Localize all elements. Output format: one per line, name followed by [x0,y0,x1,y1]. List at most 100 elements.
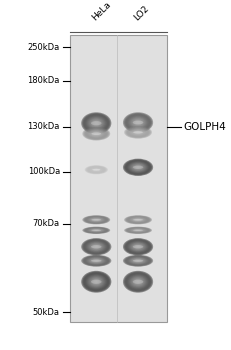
Ellipse shape [130,129,145,136]
Ellipse shape [132,278,143,286]
Ellipse shape [127,127,148,137]
Ellipse shape [89,277,102,286]
Ellipse shape [91,280,101,284]
Ellipse shape [86,217,106,223]
Ellipse shape [94,230,98,231]
Ellipse shape [85,166,106,174]
Ellipse shape [89,167,103,172]
Ellipse shape [88,130,104,138]
Ellipse shape [87,166,105,173]
Ellipse shape [90,229,102,232]
Ellipse shape [94,260,98,261]
Ellipse shape [88,276,103,287]
Ellipse shape [125,216,150,224]
Ellipse shape [127,161,148,174]
Ellipse shape [84,128,108,140]
Ellipse shape [128,228,147,233]
Ellipse shape [131,163,144,171]
Ellipse shape [94,280,98,283]
Ellipse shape [128,275,147,289]
Ellipse shape [83,272,109,291]
Ellipse shape [83,114,109,133]
Ellipse shape [132,166,143,169]
Ellipse shape [88,243,103,251]
Ellipse shape [85,216,107,223]
Ellipse shape [125,126,150,138]
Ellipse shape [92,169,100,171]
Ellipse shape [81,271,111,293]
Ellipse shape [124,272,151,292]
Ellipse shape [86,257,106,265]
Ellipse shape [83,227,109,234]
Ellipse shape [130,117,145,128]
Ellipse shape [88,167,104,173]
Ellipse shape [130,243,145,251]
Ellipse shape [133,259,142,262]
Ellipse shape [130,228,145,232]
Ellipse shape [130,217,145,222]
Ellipse shape [91,259,100,262]
Ellipse shape [93,245,99,248]
Ellipse shape [130,258,145,264]
Ellipse shape [131,258,144,263]
Ellipse shape [93,132,99,135]
Ellipse shape [91,218,101,222]
Text: 50kDa: 50kDa [33,308,60,317]
Ellipse shape [134,245,141,248]
Ellipse shape [132,164,143,170]
Ellipse shape [84,216,108,224]
Ellipse shape [133,244,142,249]
Ellipse shape [89,217,103,222]
Ellipse shape [86,228,106,233]
Ellipse shape [132,259,143,263]
Ellipse shape [128,162,147,173]
Ellipse shape [131,130,143,135]
Ellipse shape [93,121,99,126]
Ellipse shape [92,218,100,221]
Ellipse shape [129,275,146,288]
Ellipse shape [92,229,100,231]
Ellipse shape [131,118,144,127]
Ellipse shape [128,241,147,252]
Ellipse shape [125,160,150,175]
Ellipse shape [90,168,102,172]
Ellipse shape [81,255,111,267]
Ellipse shape [86,166,106,174]
Ellipse shape [132,260,143,262]
Ellipse shape [89,229,103,232]
Ellipse shape [86,116,106,130]
Ellipse shape [87,217,105,223]
Ellipse shape [85,128,107,139]
Ellipse shape [87,257,104,264]
Ellipse shape [128,217,147,223]
Ellipse shape [91,244,100,249]
Ellipse shape [131,129,144,135]
Ellipse shape [129,162,146,172]
Ellipse shape [135,166,140,169]
Ellipse shape [85,257,106,265]
Ellipse shape [91,229,101,232]
Ellipse shape [128,228,146,233]
Bar [69,35,166,322]
Ellipse shape [82,127,110,140]
Ellipse shape [131,243,144,251]
Ellipse shape [88,228,104,232]
Ellipse shape [125,227,150,234]
Ellipse shape [125,272,150,291]
Ellipse shape [88,258,103,264]
Text: LO2: LO2 [131,4,150,23]
Ellipse shape [85,228,107,233]
Ellipse shape [88,217,104,222]
Ellipse shape [128,128,147,137]
Ellipse shape [82,255,110,266]
Ellipse shape [127,240,148,253]
Ellipse shape [124,113,151,132]
Ellipse shape [131,217,144,222]
Ellipse shape [91,219,101,221]
Ellipse shape [128,128,146,136]
Ellipse shape [124,215,151,224]
Ellipse shape [94,245,98,248]
Ellipse shape [126,227,149,233]
Ellipse shape [135,121,140,124]
Ellipse shape [126,256,149,265]
